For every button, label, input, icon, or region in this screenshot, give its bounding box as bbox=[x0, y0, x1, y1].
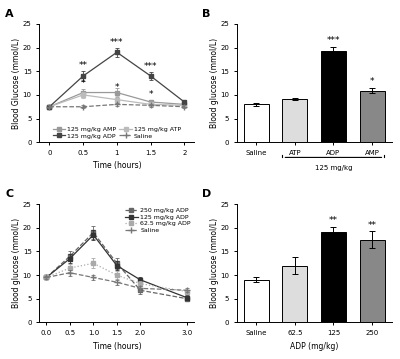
Text: **: ** bbox=[329, 216, 338, 225]
X-axis label: Time (hours): Time (hours) bbox=[92, 342, 141, 351]
Bar bbox=[360, 90, 385, 142]
Text: *: * bbox=[148, 90, 153, 99]
Text: **: ** bbox=[368, 221, 376, 230]
X-axis label: ADP (mg/kg): ADP (mg/kg) bbox=[290, 342, 338, 351]
Text: *: * bbox=[81, 79, 86, 88]
Text: ***: *** bbox=[144, 62, 157, 71]
Bar bbox=[321, 51, 346, 142]
Bar bbox=[244, 104, 269, 142]
Legend: 250 mg/kg ADP, 125 mg/kg ADP, 62.5 mg/kg ADP, Saline: 250 mg/kg ADP, 125 mg/kg ADP, 62.5 mg/kg… bbox=[124, 207, 191, 234]
Legend: 125 mg/kg AMP, 125 mg/kg ADP, 125 mg/kg ATP, Saline: 125 mg/kg AMP, 125 mg/kg ADP, 125 mg/kg … bbox=[52, 126, 182, 139]
Text: 125 mg/kg: 125 mg/kg bbox=[315, 164, 352, 171]
X-axis label: Time (hours): Time (hours) bbox=[92, 162, 141, 171]
Bar bbox=[321, 233, 346, 322]
Y-axis label: Blood Glucose (mmol/L): Blood Glucose (mmol/L) bbox=[12, 37, 21, 129]
Text: **: ** bbox=[79, 61, 88, 70]
Text: *: * bbox=[115, 83, 119, 92]
Y-axis label: Blood glucose (mmol/L): Blood glucose (mmol/L) bbox=[210, 38, 218, 128]
Y-axis label: Blood glucose (mmol/L): Blood glucose (mmol/L) bbox=[12, 218, 21, 308]
Bar bbox=[360, 239, 385, 322]
Text: ***: *** bbox=[327, 36, 340, 45]
Bar bbox=[282, 99, 307, 142]
Text: B: B bbox=[202, 9, 211, 19]
Y-axis label: Blood glucose (mmol/L): Blood glucose (mmol/L) bbox=[210, 218, 218, 308]
Text: *: * bbox=[370, 78, 374, 87]
Bar bbox=[244, 280, 269, 322]
Text: A: A bbox=[5, 9, 14, 19]
Text: C: C bbox=[5, 189, 13, 199]
Text: D: D bbox=[202, 189, 212, 199]
Text: ***: *** bbox=[110, 38, 124, 47]
Bar bbox=[282, 266, 307, 322]
